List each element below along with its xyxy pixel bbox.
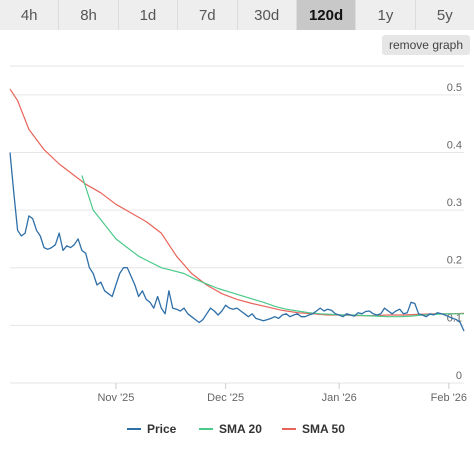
series-line-price: [9, 152, 465, 332]
y-tick-label: 0.2: [447, 255, 462, 267]
range-tab-1d[interactable]: 1d: [119, 0, 179, 30]
series-line-sma-50: [9, 88, 465, 317]
legend-label: SMA 50: [302, 422, 345, 436]
series-line-sma-20: [81, 175, 464, 318]
legend-label: Price: [147, 422, 177, 436]
range-tab-8h[interactable]: 8h: [59, 0, 119, 30]
legend-item-price[interactable]: Price: [127, 422, 177, 436]
x-tick-label: Nov '25: [97, 392, 134, 404]
range-tab-4h[interactable]: 4h: [0, 0, 60, 30]
x-tick-label: Jan '26: [322, 392, 357, 404]
range-tab-5y[interactable]: 5y: [436, 6, 453, 24]
range-tab-7d[interactable]: 7d: [178, 0, 238, 30]
y-tick-label: 0.3: [447, 197, 462, 209]
x-tick-label: Dec '25: [207, 392, 244, 404]
time-range-selector: 4h 8h 1d 7d 30d 120d 1y 5y: [0, 0, 474, 30]
y-tick-label: 0: [456, 370, 462, 382]
y-tick-label: 0.5: [447, 82, 462, 94]
range-tab-30d[interactable]: 30d: [238, 0, 297, 30]
range-tab-120d[interactable]: 120d: [296, 0, 357, 30]
y-tick-label: 0.4: [447, 139, 462, 151]
range-tab-1y[interactable]: 1y: [356, 0, 416, 30]
legend-item-sma-20[interactable]: SMA 20: [199, 422, 262, 436]
remove-graph-button[interactable]: remove graph: [382, 35, 470, 55]
legend-label: SMA 20: [219, 422, 262, 436]
x-tick-label: Feb '26: [431, 392, 467, 404]
legend-item-sma-50[interactable]: SMA 50: [282, 422, 345, 436]
